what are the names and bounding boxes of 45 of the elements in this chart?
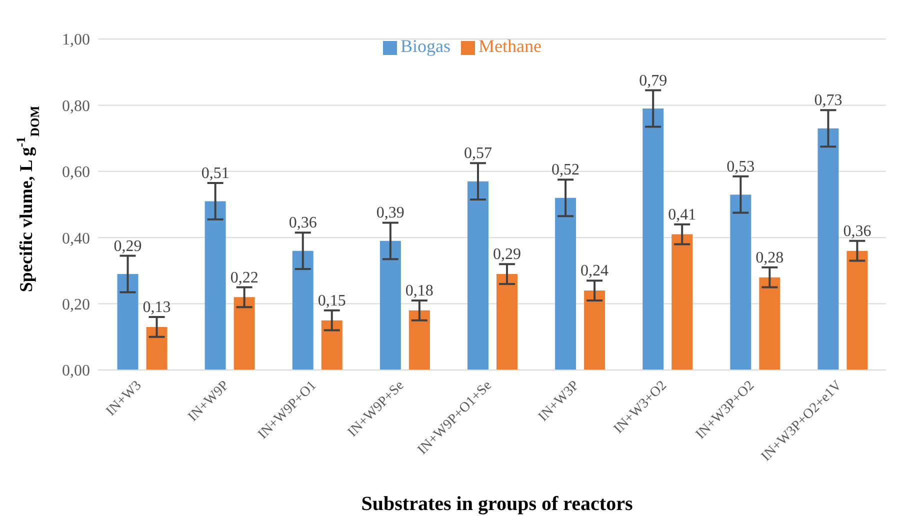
data-label: 0,24 — [580, 262, 609, 280]
bar — [408, 310, 430, 370]
data-label: 0,53 — [726, 158, 755, 176]
bar — [292, 250, 314, 370]
data-label: 0,28 — [756, 249, 784, 266]
data-label: 0,29 — [492, 246, 521, 264]
data-label: 0,52 — [552, 162, 580, 179]
bar — [846, 250, 868, 370]
y-tick-label: 0,40 — [62, 230, 90, 248]
legend-label: Biogas — [400, 36, 451, 56]
data-label: 0,41 — [668, 206, 696, 224]
data-label: 0,57 — [464, 145, 492, 162]
data-label: 0,15 — [318, 292, 346, 310]
bar — [234, 297, 255, 370]
data-label: 0,18 — [405, 282, 434, 300]
data-label: 0,73 — [814, 92, 842, 110]
bar — [146, 326, 168, 370]
y-tick-label: 0,80 — [62, 98, 90, 115]
data-label: 0,51 — [201, 164, 230, 182]
bar — [584, 290, 606, 370]
y-tick-label: 1,00 — [62, 32, 90, 49]
legend-label: Methane — [478, 36, 542, 56]
y-tick-label: 0,60 — [62, 164, 90, 182]
bar — [730, 194, 752, 370]
data-label: 0,36 — [288, 214, 317, 232]
data-label: 0,22 — [230, 269, 258, 286]
bar — [380, 240, 401, 370]
x-axis-title: Substrates in groups of reactors — [360, 493, 634, 516]
bar — [321, 320, 342, 370]
data-label: 0,29 — [114, 238, 142, 255]
data-label: 0,39 — [376, 204, 404, 222]
y-tick-label: 0,00 — [62, 362, 90, 380]
bar — [642, 108, 664, 370]
bar — [555, 198, 576, 370]
data-label: 0,79 — [639, 72, 668, 90]
bar — [672, 234, 693, 370]
bar — [204, 201, 226, 370]
bar — [117, 274, 138, 370]
bar — [818, 128, 839, 370]
data-label: 0,36 — [843, 222, 872, 240]
bar — [467, 181, 488, 370]
bar — [496, 274, 518, 370]
data-label: 0,13 — [142, 299, 171, 316]
y-tick-label: 0,20 — [62, 296, 90, 314]
bar — [759, 277, 780, 370]
